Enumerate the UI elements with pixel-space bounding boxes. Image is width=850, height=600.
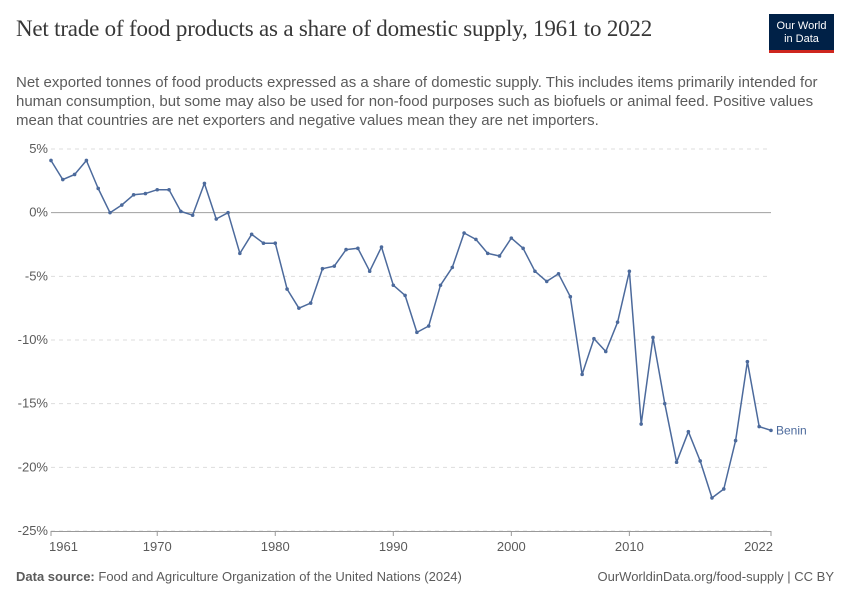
series-line-benin (50, 159, 772, 499)
data-point (61, 177, 65, 182)
data-point (308, 301, 313, 305)
series-layer: Benin (49, 158, 807, 500)
y-tick-label: 0% (29, 205, 48, 220)
data-point (167, 187, 171, 192)
x-tick-label: 1980 (261, 539, 290, 554)
data-point (603, 349, 608, 354)
data-point (249, 232, 254, 237)
data-point (686, 429, 691, 434)
data-point (450, 265, 455, 270)
data-point (721, 487, 726, 491)
data-point (344, 247, 348, 252)
data-point (592, 336, 596, 341)
data-point (745, 359, 750, 364)
data-point (769, 428, 773, 433)
data-point (485, 251, 490, 256)
data-point (698, 459, 702, 463)
data-point (84, 158, 89, 163)
y-tick-label: -25% (18, 523, 49, 538)
data-point (320, 266, 325, 271)
data-point (474, 237, 478, 242)
data-point (674, 460, 679, 465)
data-point (438, 283, 443, 288)
y-tick-label: -10% (18, 332, 49, 347)
data-point (733, 438, 738, 443)
data-point (615, 320, 620, 324)
data-point (426, 324, 431, 328)
data-point (143, 191, 148, 196)
data-point (403, 293, 407, 298)
data-point (497, 254, 502, 258)
data-point (509, 236, 514, 240)
data-point (238, 251, 242, 256)
data-point (521, 246, 525, 251)
x-tick-label: 1970 (143, 539, 172, 554)
grid-layer (51, 148, 771, 532)
data-point (415, 330, 419, 335)
data-point (544, 279, 549, 284)
logo-line-1: Our World (776, 20, 827, 32)
x-tick-label: 1961 (49, 539, 78, 554)
x-tick-label: 1990 (379, 539, 408, 554)
data-point (533, 269, 537, 274)
series-label: Benin (776, 423, 807, 437)
data-point (285, 287, 289, 291)
data-point (226, 210, 230, 215)
url-license[interactable]: OurWorldinData.org/food-supply | CC BY (597, 569, 834, 584)
y-tick-label: -5% (25, 268, 49, 283)
data-point (72, 172, 77, 177)
axis-layer: 5% 0% -5% -10% -15% -20% -25%1961 1970 1980 1990 2… (18, 141, 773, 554)
data-point (627, 269, 632, 274)
data-point (651, 335, 655, 340)
owid-logo[interactable]: Our World in Data (769, 14, 834, 53)
footer: Data source: Food and Agriculture Organi… (16, 569, 834, 584)
data-point (332, 264, 337, 268)
data-point (108, 210, 112, 215)
data-point (96, 186, 101, 191)
data-point (356, 246, 360, 251)
data-point (556, 271, 561, 276)
data-point (757, 424, 761, 429)
data-point (179, 209, 183, 214)
data-point (202, 181, 207, 186)
data-point (580, 372, 584, 377)
data-point (49, 158, 53, 163)
y-tick-label: -15% (18, 396, 49, 411)
logo-line-2: in Data (784, 33, 819, 45)
source-text[interactable]: Food and Agriculture Organization of the… (98, 569, 462, 584)
x-tick-label: 2010 (615, 539, 644, 554)
y-tick-label: -20% (18, 459, 49, 474)
x-tick-label: 2022 (744, 539, 773, 554)
data-point (131, 193, 136, 197)
data-point (710, 496, 714, 500)
x-tick-label: 2000 (497, 539, 526, 554)
chart-subtitle: Net exported tonnes of food products exp… (16, 74, 818, 129)
data-point (367, 269, 372, 274)
data-point (155, 187, 160, 192)
chart-title: Net trade of food products as a share of… (16, 16, 653, 41)
data-point (273, 241, 278, 246)
data-point (190, 213, 195, 218)
data-point (379, 245, 384, 249)
y-tick-label: 5% (29, 141, 48, 156)
data-point (662, 401, 667, 406)
source-label: Data source: (16, 569, 95, 584)
data-point (261, 241, 266, 246)
data-point (297, 306, 301, 310)
line-chart: 5% 0% -5% -10% -15% -20% -25%1961 1970 1980 1990 2… (18, 141, 807, 554)
data-point (391, 283, 396, 288)
data-point (462, 231, 466, 235)
data-point (120, 203, 124, 207)
data-point (568, 294, 573, 299)
data-point (214, 217, 219, 221)
data-point (639, 422, 643, 426)
